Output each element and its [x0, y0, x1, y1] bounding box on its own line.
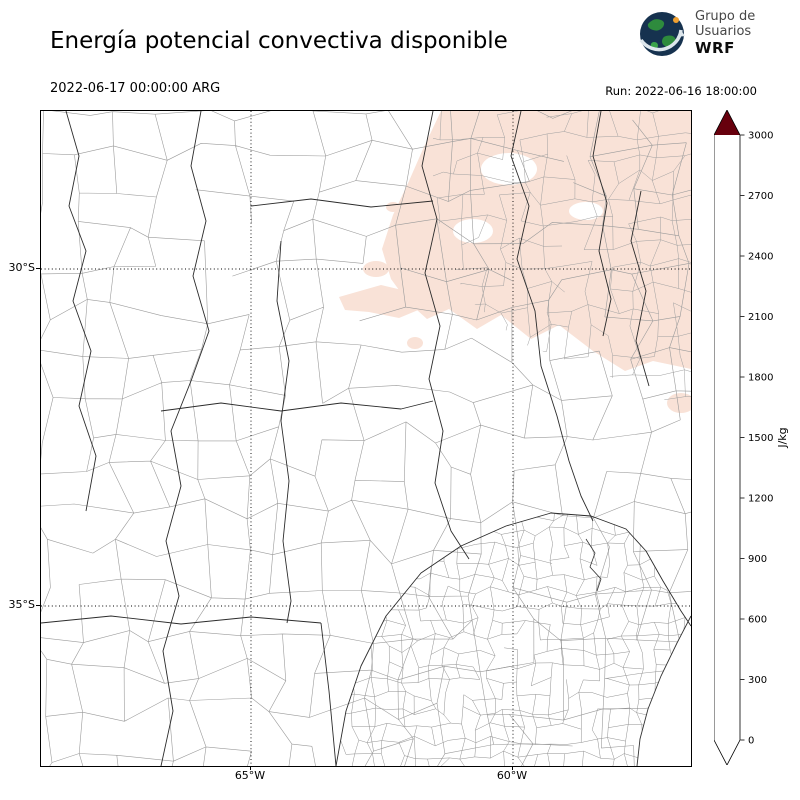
colorbar-tick-label: 0: [748, 736, 754, 747]
y-tick-35s: [36, 604, 40, 606]
y-tick-30s: [36, 267, 40, 269]
colorbar-tick-label: 1200: [748, 494, 773, 505]
wrf-logo: Grupo de Usuarios WRF: [636, 8, 755, 60]
province-border: [250, 198, 434, 208]
map-canvas: [41, 111, 691, 766]
colorbar-over-arrow: [714, 110, 740, 135]
run-time-label: Run: 2022-06-16 18:00:00: [605, 84, 757, 98]
province-border: [320, 622, 337, 766]
province-border: [335, 512, 691, 766]
valid-time-label: 2022-06-17 00:00:00 ARG: [50, 81, 221, 96]
colorbar-tick-label: 2700: [748, 191, 773, 202]
colorbar-tick-label: 1800: [748, 373, 773, 384]
x-axis-label-60w: 60°W: [496, 769, 528, 782]
cape-shade-region: [382, 111, 691, 371]
province-border: [65, 111, 97, 512]
colorbar-tick-label: 2100: [748, 312, 773, 323]
globe-icon: [639, 12, 685, 56]
province-border: [510, 111, 594, 522]
cape-shade-spot: [386, 202, 400, 212]
colorbar-tick-label: 3000: [748, 131, 773, 142]
logo-text-wrf: WRF: [695, 39, 735, 58]
logo-text-line1: Grupo de: [695, 9, 756, 25]
colorbar-outline: [713, 109, 741, 766]
province-border: [592, 111, 612, 337]
cape-shade-hole: [481, 153, 537, 185]
coastline: [636, 615, 691, 766]
cape-shade-hole: [569, 202, 603, 220]
province-border: [160, 111, 210, 766]
colorbar-tick-label: 600: [748, 615, 767, 626]
department-boundaries-buenosaires: [336, 513, 691, 766]
x-axis-label-65w: 65°W: [234, 769, 266, 782]
river: [585, 538, 602, 592]
province-border: [276, 240, 292, 624]
y-axis-label-30s: 30°S: [8, 261, 35, 274]
province-border: [41, 615, 322, 625]
province-border: [160, 400, 434, 412]
colorbar-tick-label: 900: [748, 554, 767, 565]
page-title: Energía potencial convectiva disponible: [50, 28, 508, 54]
x-tick-60w: [511, 766, 513, 770]
y-axis-label-35s: 35°S: [8, 598, 35, 611]
cape-shade-spot: [407, 337, 423, 349]
colorbar-unit-label: J/kg: [776, 427, 789, 448]
ocean: [637, 616, 691, 766]
cape-shade-region: [339, 285, 423, 318]
colorbar: 0 300 600 900 1200 1500 1800 2100 2400 2700 3000 J/…: [713, 109, 800, 766]
logo-text-line2: Usuarios: [695, 24, 752, 40]
colorbar-tick-label: 2400: [748, 252, 773, 263]
x-tick-65w: [249, 766, 251, 770]
cape-shade-spot: [667, 393, 691, 413]
map-plot: [40, 110, 692, 767]
colorbar-tick-label: 1500: [748, 433, 773, 444]
colorbar-under-arrow: [714, 740, 740, 765]
province-border: [630, 190, 650, 387]
colorbar-tick-label: 300: [748, 675, 767, 686]
province-border: [421, 111, 470, 560]
colorbar-canvas: 0 300 600 900 1200 1500 1800 2100 2400 2700 3000 J/…: [713, 109, 789, 766]
